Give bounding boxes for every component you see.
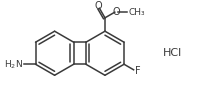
Text: O: O: [95, 1, 103, 11]
Text: CH₃: CH₃: [129, 8, 146, 17]
Text: HCl: HCl: [163, 48, 182, 58]
Text: F: F: [135, 66, 141, 76]
Text: O: O: [113, 7, 120, 17]
Text: H$_2$N: H$_2$N: [4, 58, 23, 70]
